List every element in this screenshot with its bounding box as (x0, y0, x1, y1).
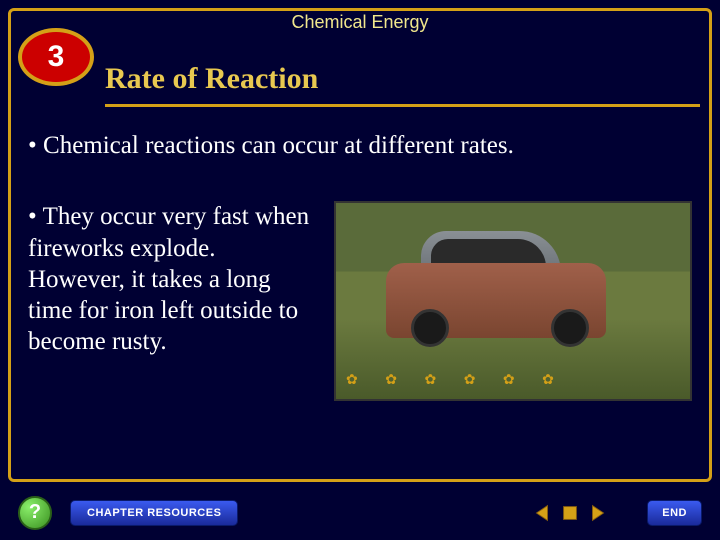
topic-header: Chemical Energy (0, 12, 720, 33)
content-area: • Chemical reactions can occur at differ… (28, 130, 692, 401)
bullet-text: They occur very fast when fireworks expl… (28, 203, 309, 355)
section-number-badge: 3 (18, 28, 94, 86)
title-container: Rate of Reaction (105, 62, 700, 107)
stop-button[interactable] (559, 502, 581, 524)
next-slide-button[interactable] (587, 502, 609, 524)
prev-slide-button[interactable] (531, 502, 553, 524)
slide-title: Rate of Reaction (105, 62, 700, 96)
chapter-resources-button[interactable]: CHAPTER RESOURCES (70, 500, 238, 526)
end-button[interactable]: END (647, 500, 702, 526)
section-number: 3 (22, 32, 90, 82)
slide-nav-group (531, 502, 609, 524)
help-button[interactable]: ? (18, 496, 52, 530)
illustration-rusty-car: ✿ ✿ ✿ ✿ ✿ ✿ (334, 201, 692, 401)
bullet-item: • They occur very fast when fireworks ex… (28, 201, 318, 357)
bottom-nav-bar: ? CHAPTER RESOURCES END (0, 485, 720, 540)
bullet-text: Chemical reactions can occur at differen… (43, 132, 514, 159)
help-icon: ? (29, 501, 41, 524)
bullet-item: • Chemical reactions can occur at differ… (28, 130, 692, 161)
